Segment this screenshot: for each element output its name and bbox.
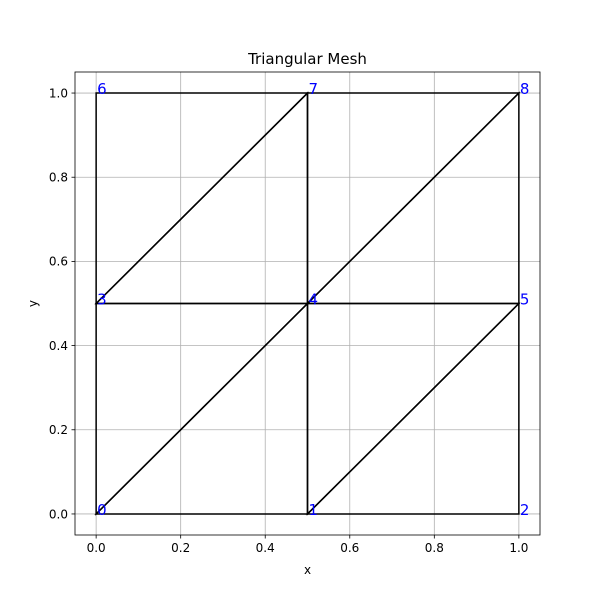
y-axis-label: y bbox=[26, 300, 40, 307]
y-tick-label: 0.8 bbox=[49, 171, 68, 185]
x-axis-ticks: 0.0 0.2 0.4 0.6 0.8 1.0 bbox=[87, 535, 528, 555]
node-label-1: 1 bbox=[309, 501, 319, 519]
node-labels: 0 1 2 3 4 5 6 7 8 bbox=[97, 80, 529, 519]
mesh-triangle bbox=[306, 92, 521, 306]
x-tick-label: 0.8 bbox=[425, 541, 444, 555]
x-tick-label: 0.4 bbox=[256, 541, 275, 555]
node-label-5: 5 bbox=[520, 291, 530, 309]
node-label-7: 7 bbox=[309, 80, 319, 98]
y-axis-ticks: 0.0 0.2 0.4 0.6 0.8 1.0 bbox=[49, 86, 75, 521]
node-label-8: 8 bbox=[520, 80, 530, 98]
mesh-edges bbox=[94, 91, 521, 516]
x-tick-label: 0.6 bbox=[340, 541, 359, 555]
mesh-triangle bbox=[95, 92, 310, 306]
y-tick-label: 0.4 bbox=[49, 339, 68, 353]
y-tick-label: 0.2 bbox=[49, 423, 68, 437]
node-label-6: 6 bbox=[97, 80, 107, 98]
node-label-4: 4 bbox=[309, 291, 319, 309]
node-label-2: 2 bbox=[520, 501, 530, 519]
x-tick-label: 0.2 bbox=[171, 541, 190, 555]
chart-title: Triangular Mesh bbox=[247, 50, 367, 68]
y-tick-label: 0.6 bbox=[49, 255, 68, 269]
node-label-0: 0 bbox=[97, 501, 107, 519]
node-label-3: 3 bbox=[97, 291, 107, 309]
x-axis-label: x bbox=[304, 563, 311, 577]
x-tick-label: 1.0 bbox=[509, 541, 528, 555]
x-tick-label: 0.0 bbox=[87, 541, 106, 555]
y-tick-label: 1.0 bbox=[49, 86, 68, 100]
plot-frame bbox=[74, 71, 541, 536]
y-tick-label: 0.0 bbox=[49, 507, 68, 521]
